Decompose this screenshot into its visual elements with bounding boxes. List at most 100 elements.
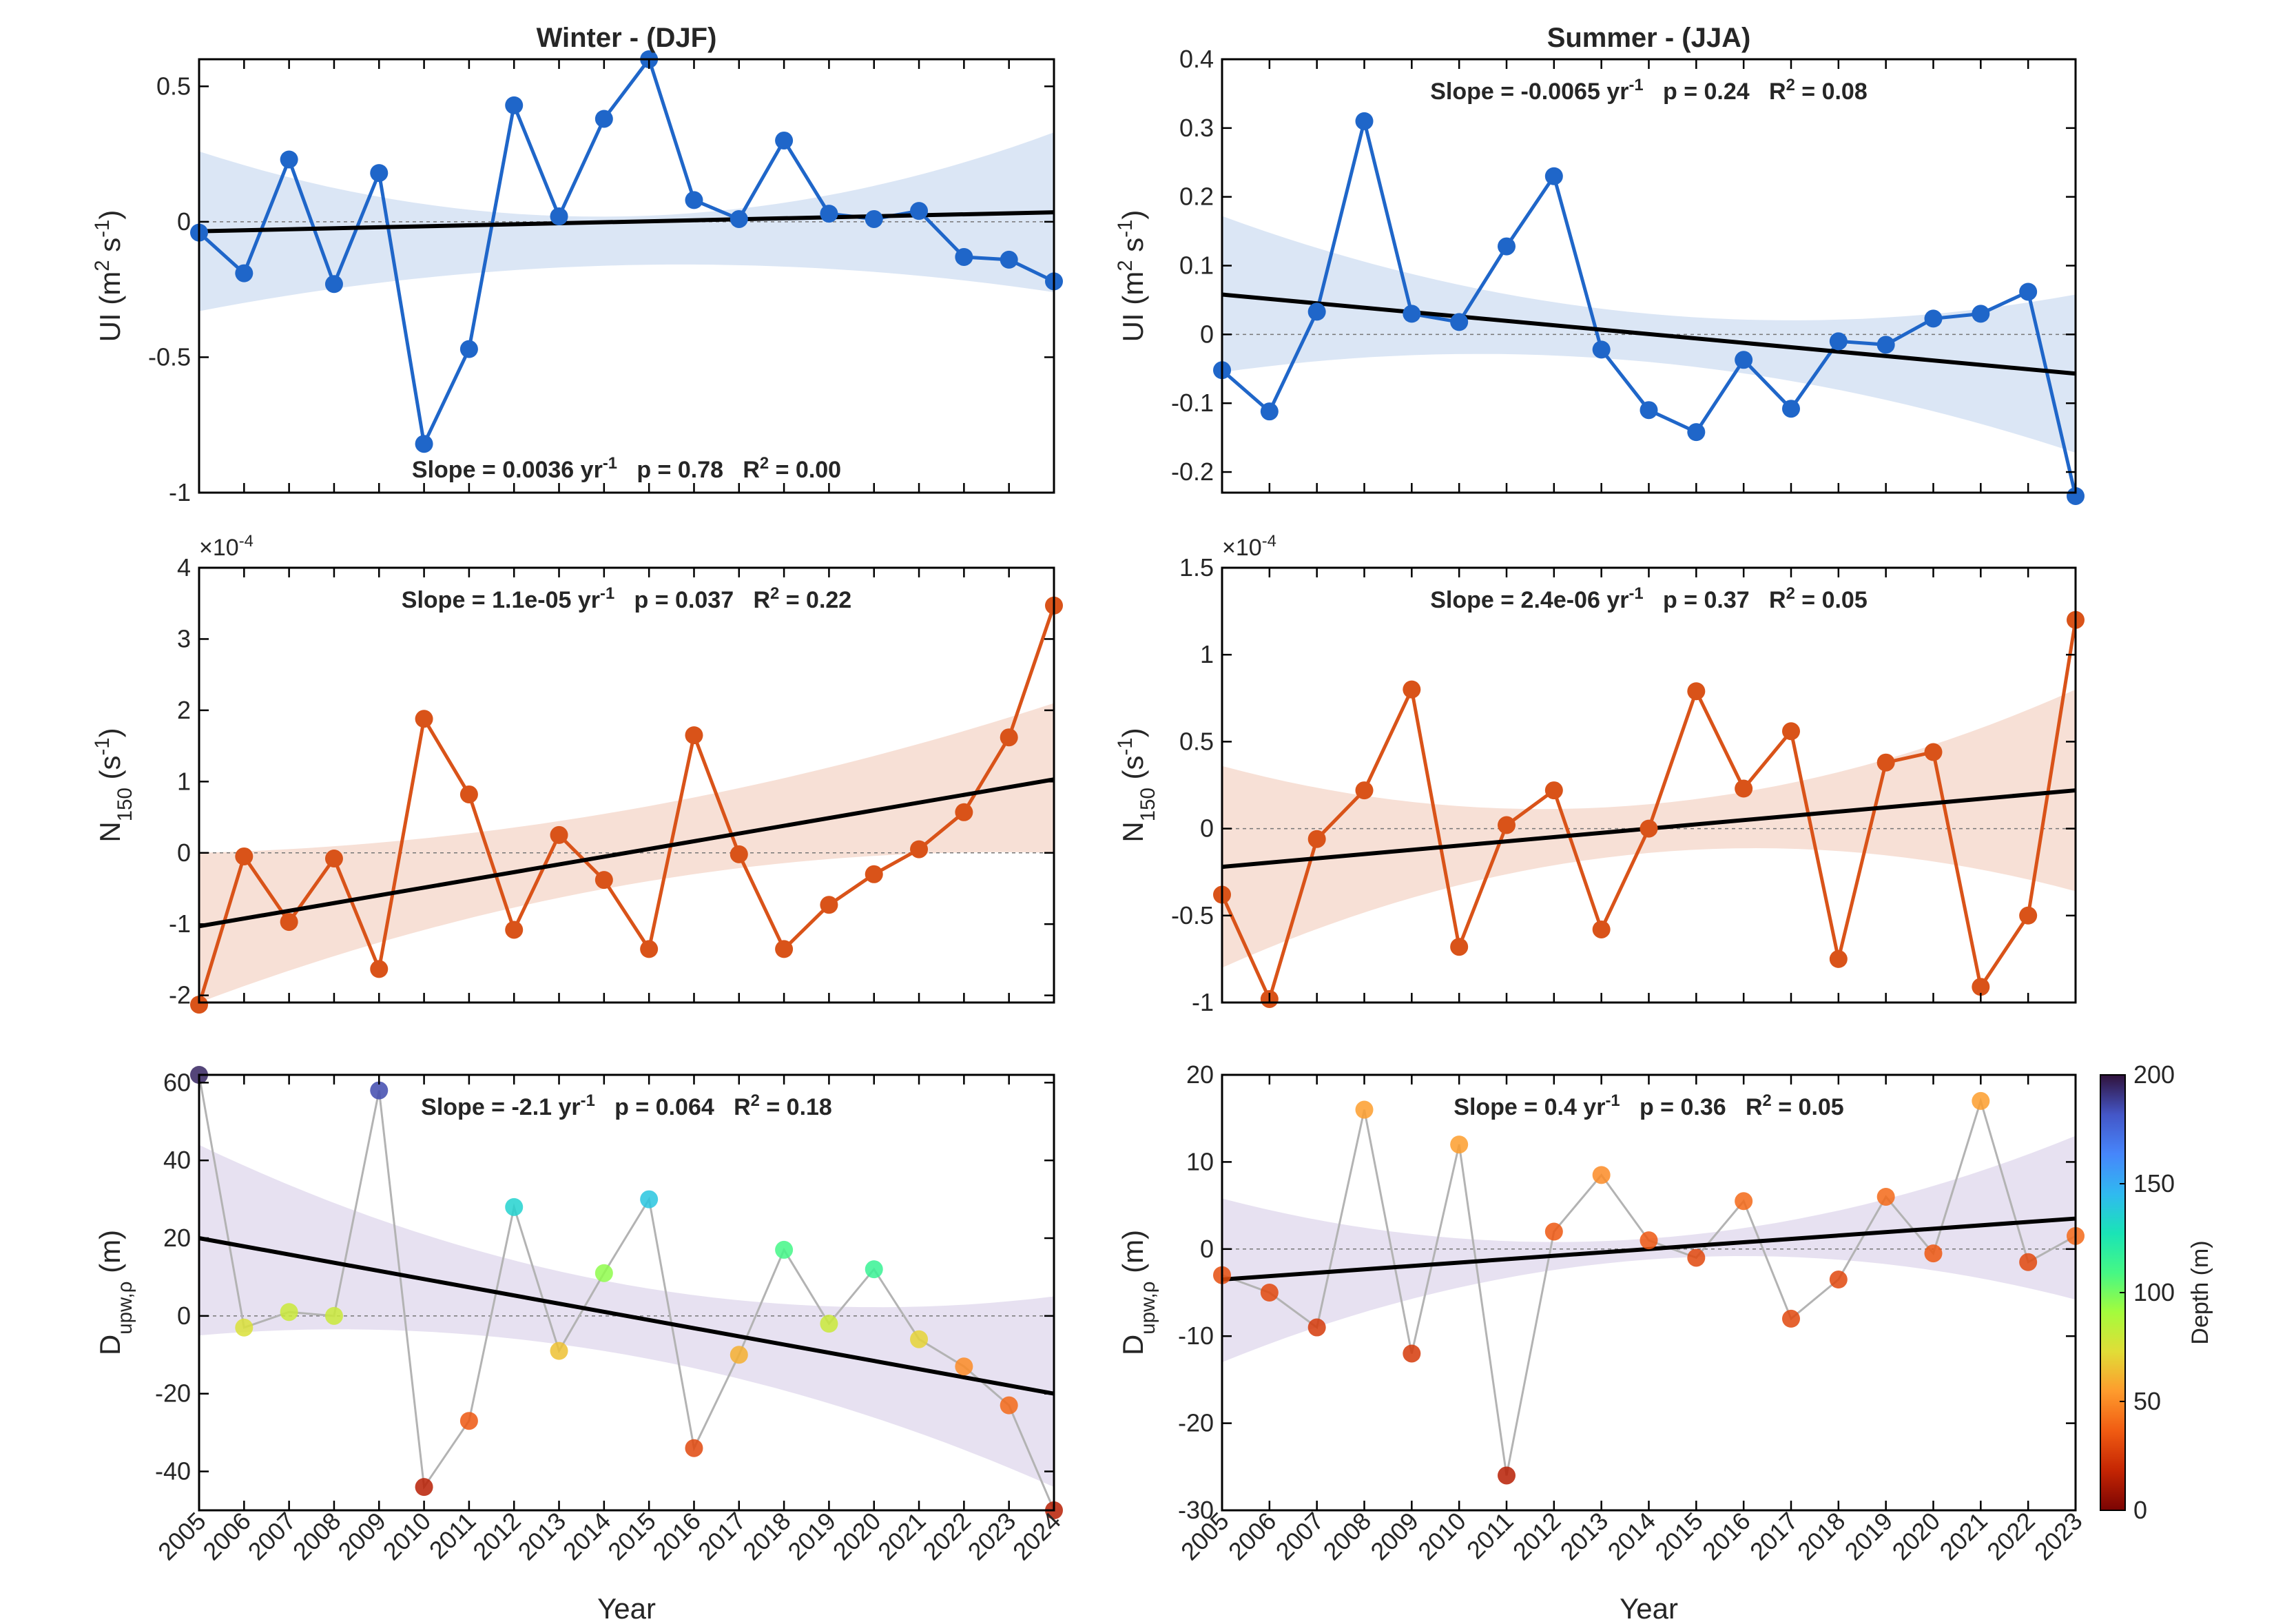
ytick-label: -1 bbox=[1192, 988, 1214, 1016]
data-point bbox=[1640, 401, 1658, 420]
data-point bbox=[1307, 302, 1326, 321]
ytick-label: 0.1 bbox=[1179, 251, 1214, 280]
data-point bbox=[1403, 680, 1421, 699]
data-point bbox=[685, 726, 703, 745]
axes-box bbox=[198, 566, 1055, 1004]
data-point bbox=[280, 150, 298, 169]
data-point bbox=[415, 1478, 433, 1497]
data-point bbox=[910, 840, 929, 859]
data-point bbox=[1000, 728, 1018, 747]
data-point bbox=[865, 1260, 883, 1279]
data-point bbox=[280, 913, 298, 932]
colorbar-tick-label: 100 bbox=[2133, 1278, 2175, 1306]
data-point bbox=[1876, 1187, 1895, 1206]
ytick-label: -0.1 bbox=[1171, 389, 1214, 417]
data-point bbox=[280, 1303, 298, 1322]
ytick-label: 20 bbox=[1186, 1060, 1214, 1089]
data-point bbox=[730, 845, 748, 863]
data-point bbox=[1000, 250, 1018, 269]
data-point bbox=[1640, 1231, 1658, 1250]
xtick-label: 2014 bbox=[557, 1507, 617, 1566]
ytick-label: -1 bbox=[169, 909, 191, 938]
data-point bbox=[1592, 920, 1611, 938]
data-point bbox=[685, 1439, 703, 1457]
data-point bbox=[1450, 313, 1469, 331]
xtick-label: 2023 bbox=[2029, 1507, 2088, 1566]
data-point bbox=[1307, 830, 1326, 848]
data-point bbox=[594, 110, 613, 128]
xtick-label: 2015 bbox=[1649, 1507, 1708, 1566]
xtick-label: 2010 bbox=[378, 1507, 437, 1566]
data-point bbox=[1687, 682, 1706, 701]
ytick-label: 0.3 bbox=[1179, 114, 1214, 142]
data-point bbox=[1450, 938, 1469, 956]
y-axis-label: Dupw,ρ (m) bbox=[1117, 1230, 1159, 1355]
data-point bbox=[730, 209, 748, 228]
ytick-label: -30 bbox=[1178, 1496, 1214, 1524]
stats-annotation: Slope = 0.4 yr-1 p = 0.36 R2 = 0.05 bbox=[1454, 1091, 1843, 1121]
ytick-label: 3 bbox=[177, 624, 191, 652]
data-point bbox=[1972, 978, 1990, 996]
ytick-label: -2 bbox=[169, 981, 191, 1009]
xtick-label: 2022 bbox=[1981, 1507, 2040, 1566]
xtick-label: 2019 bbox=[782, 1507, 841, 1566]
data-point bbox=[459, 785, 478, 803]
data-point bbox=[2019, 906, 2038, 925]
y-axis-label: UI (m2 s-1) bbox=[1114, 210, 1150, 342]
data-point bbox=[1829, 949, 1848, 968]
data-point bbox=[550, 207, 568, 226]
data-point bbox=[640, 940, 659, 958]
stats-annotation: Slope = 1.1e-05 yr-1 p = 0.037 R2 = 0.22 bbox=[402, 584, 851, 614]
data-point bbox=[1498, 1466, 1516, 1485]
colorbar-tick-label: 200 bbox=[2133, 1060, 2175, 1089]
data-point bbox=[324, 275, 343, 294]
xtick-label: 2012 bbox=[1507, 1507, 1566, 1566]
xtick-label: 2020 bbox=[827, 1507, 887, 1566]
data-point bbox=[1544, 781, 1563, 800]
data-point bbox=[1260, 402, 1279, 421]
ytick-label: -0.5 bbox=[1171, 901, 1214, 929]
trend-line bbox=[198, 1236, 1055, 1396]
xtick-label: 2014 bbox=[1602, 1507, 1662, 1566]
data-point bbox=[459, 1412, 478, 1430]
data-point bbox=[1876, 753, 1895, 772]
data-point bbox=[235, 264, 254, 282]
data-point bbox=[955, 1357, 973, 1376]
data-point bbox=[955, 803, 973, 821]
ytick-label: 1 bbox=[1200, 640, 1214, 668]
x-axis-label: Year bbox=[1620, 1592, 1678, 1624]
colorbar-label: Depth (m) bbox=[2187, 1240, 2213, 1344]
ytick-label: -0.5 bbox=[148, 342, 191, 371]
data-point bbox=[235, 847, 254, 865]
data-point bbox=[594, 871, 613, 890]
xtick-label: 2018 bbox=[737, 1507, 796, 1566]
colorbar-tick-label: 150 bbox=[2133, 1169, 2175, 1198]
xtick-label: 2006 bbox=[197, 1507, 256, 1566]
data-point bbox=[1924, 1244, 1943, 1263]
data-point bbox=[324, 850, 343, 868]
trend-line bbox=[198, 777, 1055, 929]
y-axis-label: N150 (s-1) bbox=[91, 728, 136, 842]
data-point bbox=[1972, 1091, 1990, 1110]
xtick-label: 2017 bbox=[1744, 1507, 1803, 1566]
data-point bbox=[910, 1330, 929, 1348]
ytick-label: 1 bbox=[177, 767, 191, 795]
ytick-label: 0 bbox=[1200, 814, 1214, 843]
ytick-label: 0 bbox=[1200, 1235, 1214, 1263]
data-point bbox=[550, 1342, 568, 1360]
ytick-label: 0.5 bbox=[1179, 727, 1214, 755]
data-point bbox=[1355, 1100, 1374, 1119]
ytick-label: 20 bbox=[163, 1224, 191, 1252]
data-point bbox=[1592, 340, 1611, 359]
xtick-label: 2016 bbox=[1697, 1507, 1756, 1566]
data-point bbox=[685, 191, 703, 209]
data-point bbox=[505, 1198, 524, 1216]
axes-box bbox=[198, 58, 1055, 494]
data-point bbox=[370, 164, 389, 183]
ytick-label: -0.2 bbox=[1171, 458, 1214, 486]
panel-n150_summer: -1 -0.5 0 0.5 1 1.5 N150 (s-1) ×10-4 Slope = 2.4… bbox=[1114, 532, 2085, 1016]
data-point bbox=[2019, 1253, 2038, 1271]
ytick-label: 0 bbox=[1200, 320, 1214, 348]
data-point bbox=[190, 996, 208, 1014]
data-point bbox=[1403, 305, 1421, 323]
